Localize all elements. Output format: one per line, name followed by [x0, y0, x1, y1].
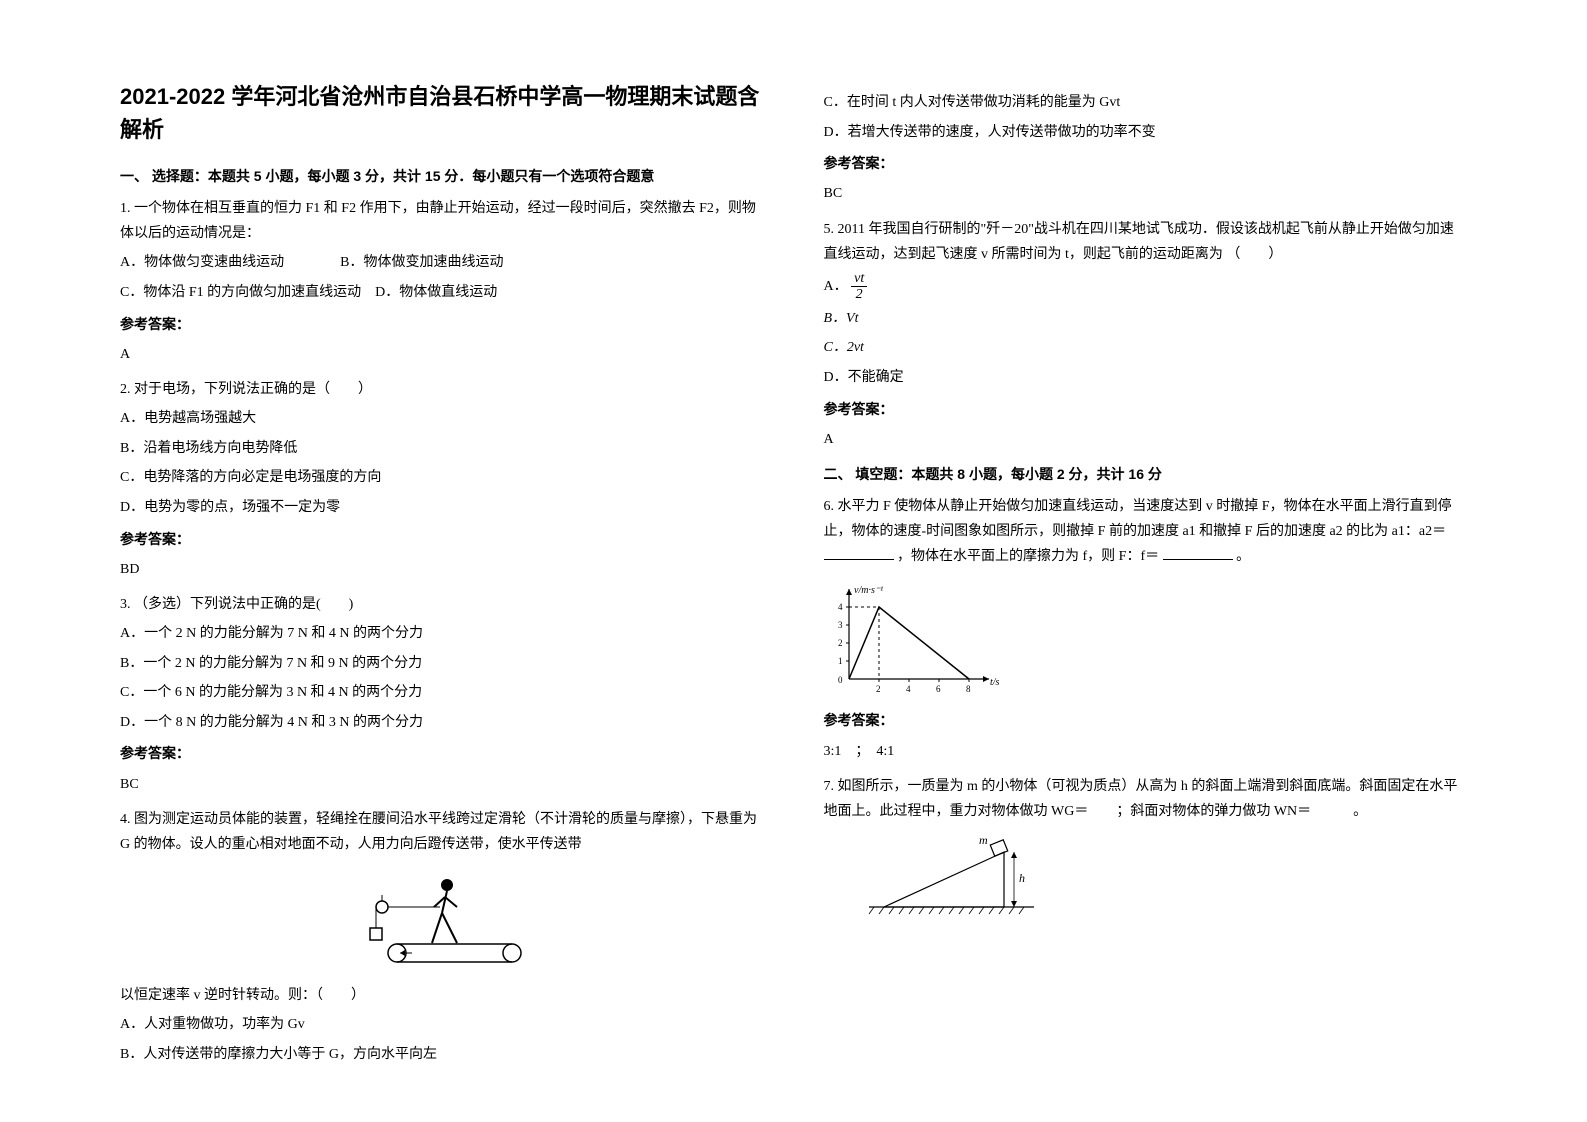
- q1-answer-label: 参考答案：: [120, 313, 764, 338]
- q1-text: 1. 一个物体在相互垂直的恒力 F1 和 F2 作用下，由静止开始运动，经过一段…: [120, 196, 764, 246]
- svg-text:1: 1: [838, 656, 843, 666]
- svg-text:3: 3: [838, 620, 843, 630]
- svg-text:4: 4: [906, 684, 911, 694]
- question-4: 4. 图为测定运动员体能的装置，轻绳拴在腰间沿水平线跨过定滑轮（不计滑轮的质量与…: [120, 807, 764, 1069]
- q4-text2: 以恒定速率 v 逆时针转动。则：（ ）: [120, 983, 764, 1008]
- q3-optB: B．一个 2 N 的力能分解为 7 N 和 9 N 的两个分力: [120, 651, 764, 678]
- q2-answer: BD: [120, 557, 764, 582]
- height-label: h: [1019, 871, 1025, 885]
- q3-text: （多选）下列说法中正确的是( ): [134, 597, 353, 612]
- q1-optA: A．物体做匀变速曲线运动: [120, 255, 284, 270]
- chart-xlabel: t/s: [990, 677, 1000, 688]
- q6-blank2: [1163, 546, 1233, 560]
- question-6: 6. 水平力 F 使物体从静止开始做匀加速直线运动，当速度达到 v 时撤掉 F，…: [824, 494, 1468, 764]
- mass-label: m: [979, 833, 988, 847]
- q6-body3: 。: [1236, 549, 1250, 564]
- q2-optA: A．电势越高场强越大: [120, 406, 764, 433]
- q1-num: 1.: [120, 201, 131, 216]
- q2-optD: D．电势为零的点，场强不一定为零: [120, 495, 764, 522]
- q5-optD: D．不能确定: [824, 365, 1468, 392]
- q2-answer-label: 参考答案：: [120, 528, 764, 553]
- q2-text: 对于电场，下列说法正确的是（ ）: [134, 382, 372, 397]
- q2-optB: B．沿着电场线方向电势降低: [120, 436, 764, 463]
- q1-optD: D．物体做直线运动: [375, 285, 497, 300]
- q5-num: 5.: [824, 222, 835, 237]
- svg-text:2: 2: [838, 638, 843, 648]
- q3-answer-label: 参考答案：: [120, 742, 764, 767]
- section2-header: 二、 填空题：本题共 8 小题，每小题 2 分，共计 16 分: [824, 464, 1468, 484]
- q6-blank1: [824, 546, 894, 560]
- q4-text: 图为测定运动员体能的装置，轻绳拴在腰间沿水平线跨过定滑轮（不计滑轮的质量与摩擦）…: [120, 812, 757, 852]
- q2-num: 2.: [120, 382, 131, 397]
- q3-optD: D．一个 8 N 的力能分解为 4 N 和 3 N 的两个分力: [120, 710, 764, 737]
- q1-body: 一个物体在相互垂直的恒力 F1 和 F2 作用下，由静止开始运动，经过一段时间后…: [120, 201, 756, 241]
- velocity-time-chart: v/m·s⁻¹ t/s 0 1 2 3 4 2 4 6 8: [824, 579, 1004, 699]
- section1-header: 一、 选择题：本题共 5 小题，每小题 3 分，共计 15 分．每小题只有一个选…: [120, 166, 764, 186]
- q5-optA-prefix: A．: [824, 279, 848, 294]
- q3-num: 3.: [120, 597, 131, 612]
- chart-ylabel: v/m·s⁻¹: [854, 585, 883, 596]
- q4-optC: C．在时间 t 内人对传送带做功消耗的能量为 Gvt: [824, 90, 1468, 117]
- q1-optC: C．物体沿 F1 的方向做匀加速直线运动: [120, 285, 361, 300]
- svg-text:2: 2: [876, 684, 881, 694]
- q6-body: 水平力 F 使物体从静止开始做匀加速直线运动，当速度达到 v 时撤掉 F，物体在…: [824, 499, 1452, 539]
- q6-body2: ，物体在水平面上的摩擦力为 f，则 F：f＝: [897, 549, 1159, 564]
- question-7: 7. 如图所示，一质量为 m 的小物体（可视为质点）从高为 h 的斜面上端滑到斜…: [824, 774, 1468, 922]
- svg-text:0: 0: [838, 675, 843, 685]
- q7-num: 7.: [824, 779, 835, 794]
- exam-title: 2021-2022 学年河北省沧州市自治县石桥中学高一物理期末试题含解析: [120, 80, 764, 146]
- q4-answer-label: 参考答案：: [824, 152, 1468, 177]
- svg-text:6: 6: [936, 684, 941, 694]
- question-2: 2. 对于电场，下列说法正确的是（ ） A．电势越高场强越大 B．沿着电场线方向…: [120, 377, 764, 582]
- q5-text: 2011 年我国自行研制的"歼－20"战斗机在四川某地试飞成功．假设该战机起飞前…: [824, 222, 1454, 262]
- q4-optD: D．若增大传送带的速度，人对传送带做功的功率不变: [824, 120, 1468, 147]
- q5-frac-num: vt: [851, 271, 867, 287]
- q5-optA: A． vt 2: [824, 271, 1468, 303]
- q3-answer: BC: [120, 772, 764, 797]
- svg-text:4: 4: [838, 602, 843, 612]
- incline-diagram: m h: [864, 832, 1044, 922]
- q5-optB: B．Vt: [824, 306, 1468, 333]
- question-5: 5. 2011 年我国自行研制的"歼－20"战斗机在四川某地试飞成功．假设该战机…: [824, 217, 1468, 452]
- q1-answer: A: [120, 342, 764, 367]
- q4-optB: B．人对传送带的摩擦力大小等于 G，方向水平向左: [120, 1042, 764, 1069]
- q4-num: 4.: [120, 812, 131, 827]
- q4-answer: BC: [824, 181, 1468, 206]
- question-1: 1. 一个物体在相互垂直的恒力 F1 和 F2 作用下，由静止开始运动，经过一段…: [120, 196, 764, 367]
- q5-answer: A: [824, 427, 1468, 452]
- svg-text:8: 8: [966, 684, 971, 694]
- q5-frac-den: 2: [851, 287, 867, 302]
- q5-answer-label: 参考答案：: [824, 398, 1468, 423]
- treadmill-diagram: [322, 865, 562, 975]
- q1-optB: B．物体做变加速曲线运动: [340, 255, 503, 270]
- q4-optA: A．人对重物做功，功率为 Gv: [120, 1012, 764, 1039]
- question-3: 3. （多选）下列说法中正确的是( ) A．一个 2 N 的力能分解为 7 N …: [120, 592, 764, 797]
- q6-answer-label: 参考答案：: [824, 709, 1468, 734]
- q2-optC: C．电势降落的方向必定是电场强度的方向: [120, 465, 764, 492]
- q3-optA: A．一个 2 N 的力能分解为 7 N 和 4 N 的两个分力: [120, 621, 764, 648]
- q6-answer: 3:1 ； 4:1: [824, 739, 1468, 764]
- q6-num: 6.: [824, 499, 835, 514]
- q7-text: 如图所示，一质量为 m 的小物体（可视为质点）从高为 h 的斜面上端滑到斜面底端…: [824, 779, 1458, 819]
- q3-optC: C．一个 6 N 的力能分解为 3 N 和 4 N 的两个分力: [120, 680, 764, 707]
- question-4-cont: C．在时间 t 内人对传送带做功消耗的能量为 Gvt D．若增大传送带的速度，人…: [824, 90, 1468, 207]
- q6-text: 6. 水平力 F 使物体从静止开始做匀加速直线运动，当速度达到 v 时撤掉 F，…: [824, 494, 1468, 570]
- q5-fraction: vt 2: [851, 271, 867, 303]
- q5-optC: C．2vt: [824, 335, 1468, 362]
